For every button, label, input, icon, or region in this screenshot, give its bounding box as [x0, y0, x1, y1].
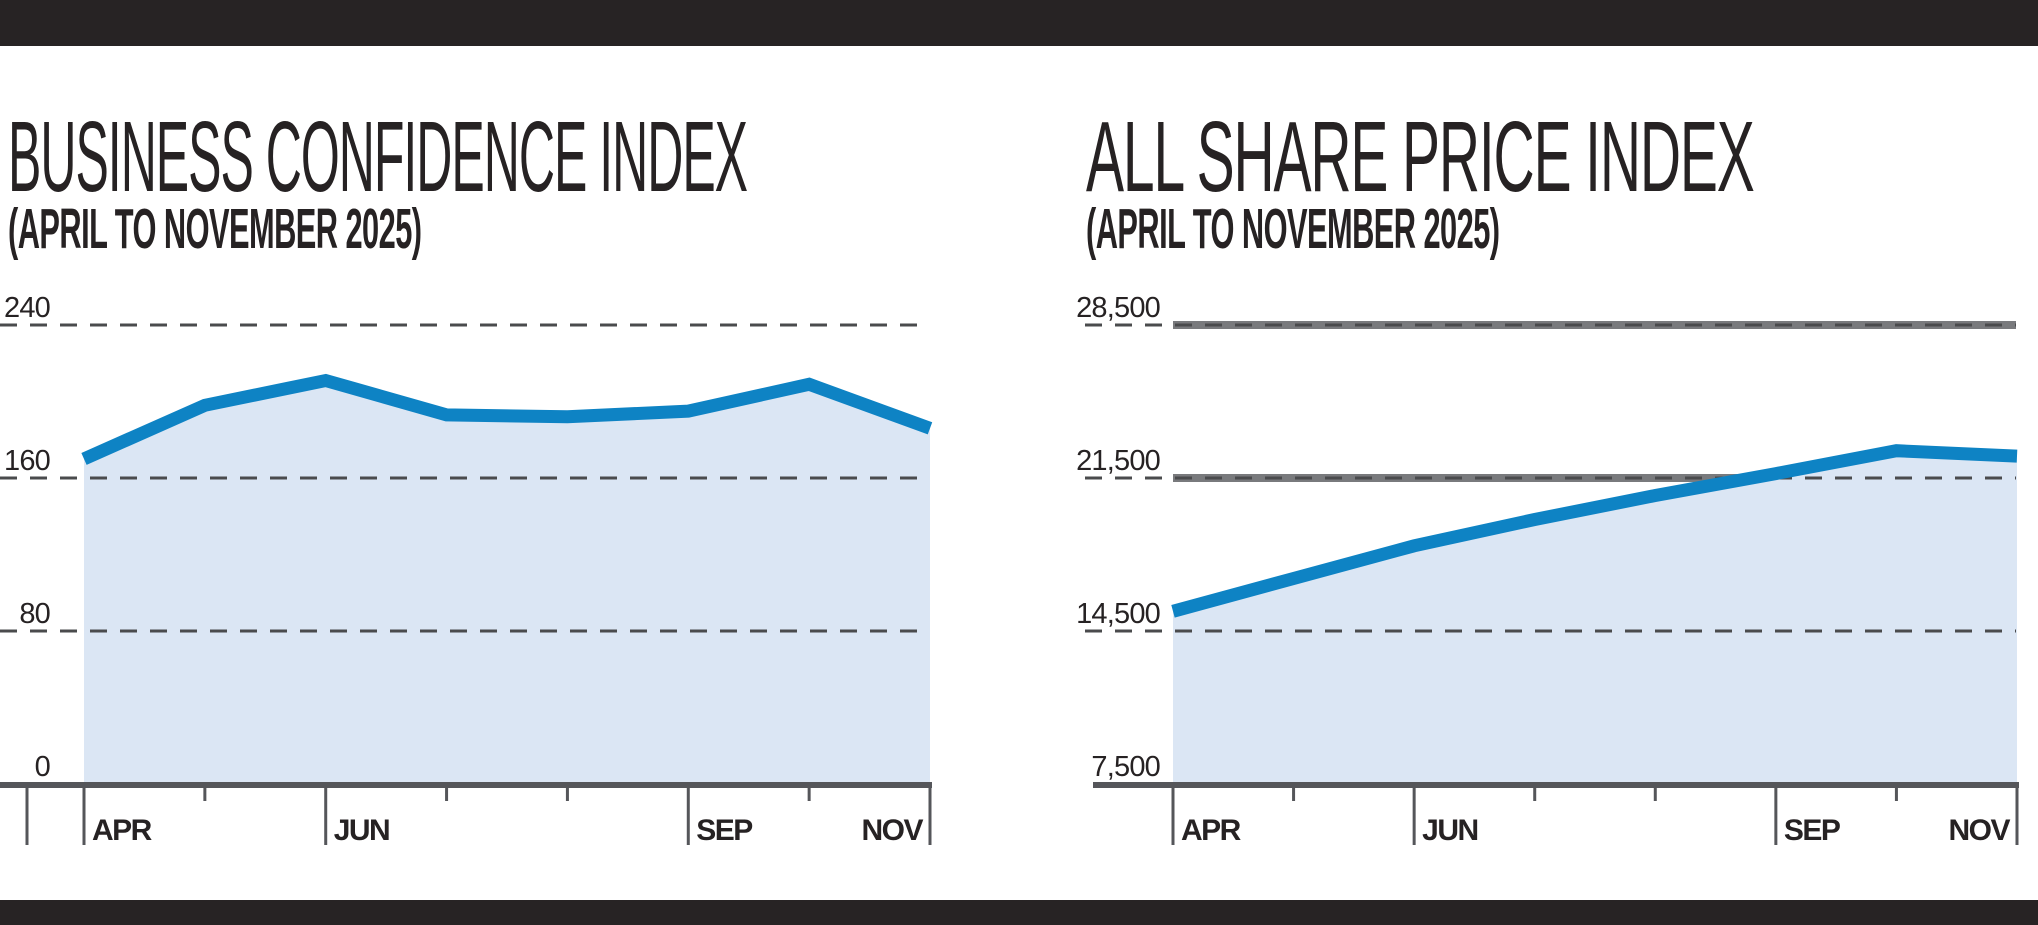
- x-tick-label: APR: [1181, 814, 1242, 847]
- y-tick-label: 21,500: [1076, 445, 1160, 477]
- axis-tick-minor: [1653, 788, 1657, 801]
- y-tick-label: 160: [4, 445, 50, 477]
- x-axis: [0, 782, 932, 788]
- axis-tick-minor: [565, 788, 569, 801]
- x-tick-label: SEP: [1784, 814, 1840, 847]
- axis-tick-minor: [1894, 788, 1898, 801]
- left-chart-title: BUSINESS CONFIDENCE INDEX: [8, 101, 748, 213]
- right-chart-subtitle: (APRIL TO NOVEMBER 2025): [1086, 197, 1500, 261]
- y-tick-label: 7,500: [1091, 751, 1160, 783]
- axis-tick-major: [324, 788, 328, 845]
- axis-tick-minor: [1292, 788, 1296, 801]
- top-black-bar: [0, 0, 2038, 46]
- x-tick-label: NOV: [1948, 814, 2010, 847]
- axis-start-tick: [25, 788, 29, 845]
- axis-tick-minor: [203, 788, 207, 801]
- y-tick-label: 14,500: [1076, 598, 1160, 630]
- axis-tick-major: [82, 788, 86, 845]
- y-tick-label: 240: [4, 292, 50, 324]
- axis-tick-major: [1171, 788, 1175, 845]
- y-tick-label: 28,500: [1076, 292, 1160, 324]
- axis-tick-major: [928, 788, 932, 845]
- x-tick-label: NOV: [861, 814, 923, 847]
- x-tick-label: JUN: [334, 814, 390, 847]
- axis-tick-major: [2015, 788, 2019, 845]
- series-line: [81, 373, 933, 465]
- x-tick-label: APR: [92, 814, 153, 847]
- series-area-fill: [84, 380, 930, 784]
- right-chart-title: ALL SHARE PRICE INDEX: [1086, 101, 1755, 213]
- x-tick-label: JUN: [1422, 814, 1478, 847]
- axis-tick-minor: [807, 788, 811, 801]
- x-tick-label: SEP: [696, 814, 752, 847]
- x-axis: [1093, 782, 2019, 788]
- bottom-black-bar: [0, 900, 2038, 925]
- series-line: [1171, 444, 2018, 618]
- y-tick-label: 0: [35, 751, 50, 783]
- axis-tick-major: [1774, 788, 1778, 845]
- axis-tick-major: [1412, 788, 1416, 845]
- y-tick-label: 80: [19, 598, 50, 630]
- axis-tick-major: [686, 788, 690, 845]
- axis-tick-minor: [1533, 788, 1537, 801]
- left-chart-subtitle: (APRIL TO NOVEMBER 2025): [8, 197, 422, 261]
- series-area-fill: [1173, 450, 2017, 784]
- axis-tick-minor: [445, 788, 449, 801]
